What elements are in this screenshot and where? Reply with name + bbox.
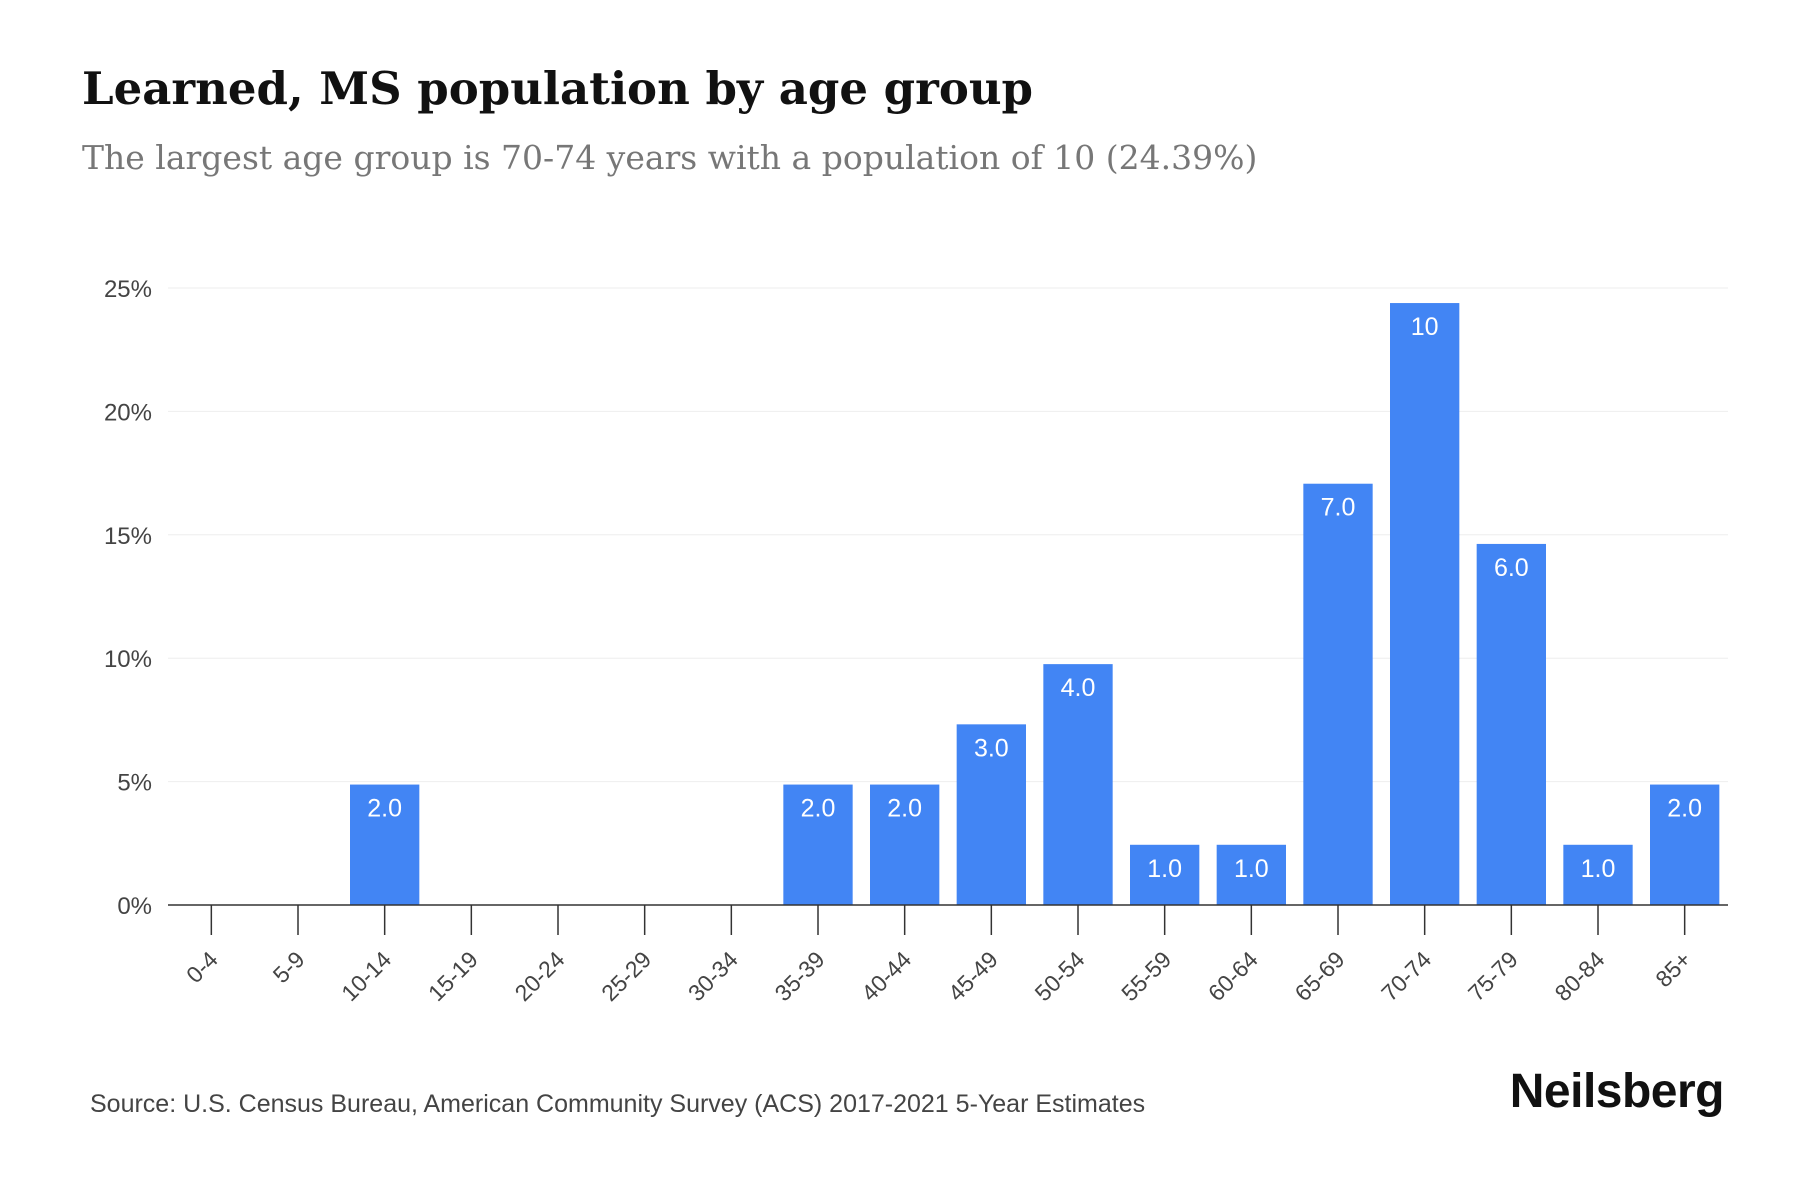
- bar-value-labels: 2.0 2.0 2.0 3.0 4.0 1.0 1.0 7.0 10 6.0 1.0 2.0: [367, 313, 1702, 883]
- x-tick-label: 10-14: [336, 946, 396, 1006]
- bars: [350, 303, 1720, 905]
- bar-value-label: 7.0: [1321, 494, 1356, 522]
- bar: [1303, 483, 1373, 905]
- bar-value-label: 2.0: [1667, 795, 1702, 823]
- x-tick-label: 35-39: [770, 946, 830, 1006]
- bar: [783, 784, 853, 905]
- bar-chart: 0% 5% 10% 15% 20% 25% 2.0 2.0 2.0 3.0 4.0 1.0 1.0 7.…: [104, 276, 1728, 1006]
- bar: [1390, 303, 1460, 905]
- bar: [1216, 844, 1286, 905]
- bar-value-label: 1.0: [1581, 855, 1616, 883]
- y-tick-label: 25%: [104, 276, 152, 303]
- x-tick-label: 50-54: [1030, 946, 1090, 1006]
- bar-value-label: 2.0: [367, 795, 402, 823]
- bar: [1650, 784, 1720, 905]
- bar-value-label: 1.0: [1147, 855, 1182, 883]
- x-tick-label: 25-29: [596, 946, 656, 1006]
- source-note: Source: U.S. Census Bureau, American Com…: [90, 1090, 1146, 1118]
- x-tick-label: 70-74: [1376, 946, 1436, 1006]
- chart-subtitle: The largest age group is 70-74 years wit…: [82, 138, 1258, 177]
- x-axis-tick-labels: 0-4 5-9 10-14 15-19 20-24 25-29 30-34 35-39 40-4…: [181, 946, 1696, 1006]
- bar-value-label: 6.0: [1494, 554, 1529, 582]
- bar-value-label: 4.0: [1061, 674, 1096, 702]
- y-tick-label: 0%: [117, 893, 152, 920]
- x-tick-label: 30-34: [683, 946, 743, 1006]
- bar: [350, 784, 420, 905]
- bar: [1130, 844, 1200, 905]
- bar: [956, 724, 1026, 905]
- x-tick-label: 65-69: [1290, 946, 1350, 1006]
- chart-title: Learned, MS population by age group: [82, 62, 1034, 115]
- y-axis-tick-labels: 0% 5% 10% 15% 20% 25%: [104, 276, 152, 920]
- x-tick-label: 60-64: [1203, 946, 1263, 1006]
- x-tick-label: 85+: [1650, 946, 1696, 992]
- x-tick-label: 15-19: [423, 946, 483, 1006]
- brand-logo: Neilsberg: [1509, 1065, 1725, 1118]
- y-tick-label: 15%: [104, 523, 152, 550]
- x-tick-label: 5-9: [268, 946, 310, 988]
- bar: [870, 784, 940, 905]
- bar-value-label: 2.0: [887, 795, 922, 823]
- x-tick-label: 80-84: [1550, 946, 1610, 1006]
- bar: [1043, 664, 1113, 905]
- x-tick-label: 40-44: [856, 946, 916, 1006]
- x-tick-label: 0-4: [181, 946, 223, 988]
- x-tick-label: 20-24: [510, 946, 570, 1006]
- x-axis: [168, 904, 1728, 935]
- bar: [1563, 844, 1633, 905]
- grid-lines: [168, 287, 1728, 783]
- bar-value-label: 10: [1411, 313, 1439, 341]
- y-tick-label: 5%: [117, 770, 152, 797]
- x-tick-label: 75-79: [1463, 946, 1523, 1006]
- bar-value-label: 2.0: [801, 795, 836, 823]
- x-tick-label: 55-59: [1116, 946, 1176, 1006]
- bar-value-label: 1.0: [1234, 855, 1269, 883]
- y-tick-label: 20%: [104, 399, 152, 426]
- x-tick-label: 45-49: [943, 946, 1003, 1006]
- y-tick-label: 10%: [104, 646, 152, 673]
- bar-value-label: 3.0: [974, 734, 1009, 762]
- bar: [1476, 543, 1546, 905]
